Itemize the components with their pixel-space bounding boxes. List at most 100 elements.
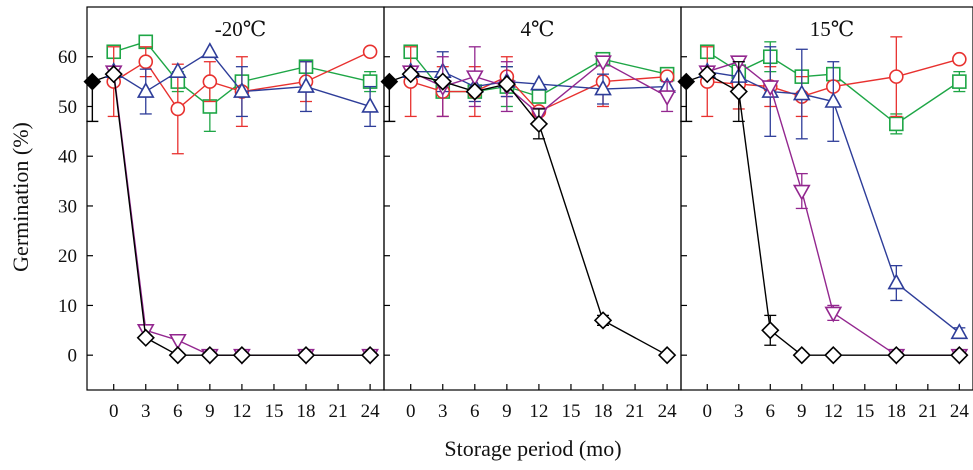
initial-point-marker [677,72,696,91]
y-tick-label: 60 [58,47,77,68]
data-point-circle [170,101,186,117]
data-point-circle [138,54,154,70]
panel-frame [86,6,385,391]
y-tick-label: 20 [58,246,77,267]
data-point-diamond [200,346,219,365]
x-tick-label: 24 [658,401,678,422]
x-tick-label: 9 [502,401,512,422]
y-tick-label: 0 [68,346,78,367]
data-point-triangle-down [761,80,780,97]
data-point-diamond [136,328,155,347]
panel-frame [383,6,682,391]
data-point-triangle-down [168,333,187,350]
x-tick-label: 0 [406,401,416,422]
initial-point-marker [83,72,102,91]
data-point-triangle-up [297,76,315,93]
data-point-diamond [529,114,549,134]
series-diamond [104,65,380,365]
x-axis-title: Storage period (mo) [444,436,621,461]
data-point-diamond [433,72,452,91]
data-point-diamond [296,346,316,365]
initial-point-marker [380,72,399,91]
x-tick-label: 18 [297,401,316,422]
data-point-triangle-up [530,74,548,91]
data-point-triangle-down [824,306,843,323]
panel-title: 4℃ [521,17,555,41]
data-point-diamond [465,82,484,101]
panel-1: 0 10 20 30 40 50 60 0 3 6 9 12 15 18 21 24 -20℃ [58,6,385,422]
data-point-diamond [401,65,420,84]
y-tick-label: 50 [58,97,77,118]
y-tick-label: 10 [58,296,77,317]
initial-point [83,72,114,123]
series-diamond [401,65,677,365]
x-tick-label: 9 [797,401,807,422]
data-point-triangle-up [792,84,811,101]
x-tick-label: 6 [470,401,480,422]
data-point-triangle-down [658,90,676,107]
data-point-triangle-up [950,323,969,340]
data-point-triangle-down [792,184,811,201]
y-tick-label: 40 [58,147,77,168]
x-tick-label: 24 [950,401,970,422]
x-tick-label: 6 [173,401,183,422]
data-point-diamond [761,321,780,340]
data-point-diamond [657,346,677,365]
data-point-circle [952,51,967,67]
x-tick-label: 12 [232,401,251,422]
data-point-triangle-down [594,55,612,72]
x-tick-label: 21 [626,401,645,422]
x-tick-label: 0 [109,401,119,422]
panel-frame [680,6,973,391]
data-point-square [531,89,547,104]
data-point-diamond [698,65,717,84]
x-tick-label: 3 [438,401,448,422]
data-point-diamond [729,82,748,101]
data-point-diamond [360,346,380,365]
data-point-diamond [824,346,843,365]
data-point-diamond [887,346,906,365]
data-point-triangle-up [136,81,155,98]
x-tick-label: 15 [264,401,283,422]
series-triangle-up [104,42,379,128]
data-point-diamond [950,346,969,365]
x-tick-label: 15 [855,401,874,422]
x-tick-label: 12 [824,401,843,422]
x-tick-label: 18 [887,401,906,422]
data-point-triangle-up [824,91,843,108]
data-point-triangle-up [594,79,612,96]
data-point-triangle-down [465,70,484,87]
data-point-diamond [104,65,123,84]
x-tick-label: 3 [734,401,744,422]
data-point-square [952,74,967,89]
x-tick-label: 6 [766,401,776,422]
panel-title: 15℃ [810,17,855,41]
data-point-triangle-up [168,62,187,78]
x-tick-label: 15 [561,401,580,422]
x-tick-label: 21 [918,401,937,422]
panel-3: 0 3 6 9 12 15 18 21 24 15℃ [677,6,973,422]
data-point-triangle-up [887,273,906,290]
x-tick-label: 9 [205,401,215,422]
x-tick-label: 18 [594,401,613,422]
data-point-diamond [168,346,187,365]
data-point-circle [202,74,218,89]
y-tick-label: 30 [58,196,77,217]
y-axis-title: Germination (%) [8,122,33,272]
data-point-diamond [593,311,613,330]
data-point-circle [889,69,904,84]
x-tick-label: 12 [529,401,548,422]
data-point-circle [362,44,378,60]
series-diamond [698,61,969,365]
panel-title: -20℃ [215,17,267,41]
data-point-triangle-up [201,42,219,59]
x-tick-label: 3 [141,401,151,422]
panel-2: 0 3 6 9 12 15 18 21 24 4℃ [380,6,682,422]
data-point-diamond [232,346,252,365]
data-point-square [889,116,904,132]
x-tick-label: 0 [703,401,713,422]
data-point-diamond [497,74,516,94]
